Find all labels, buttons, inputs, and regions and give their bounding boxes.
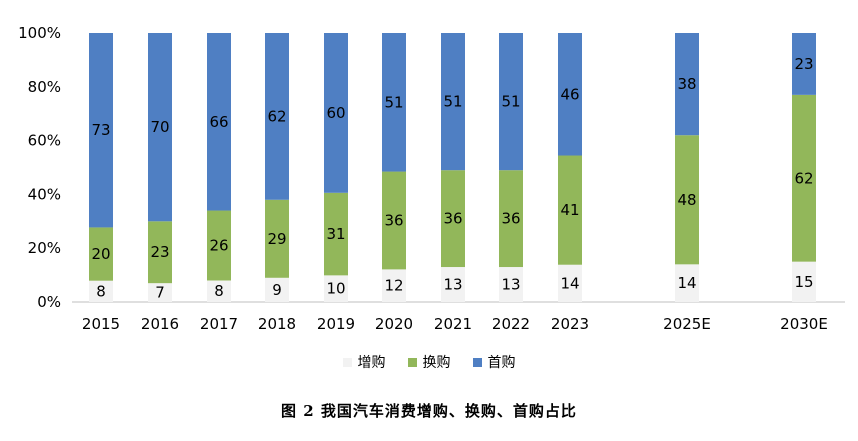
bar-segment	[207, 280, 231, 302]
x-tick-label: 2023	[551, 315, 589, 333]
stacked-bar-chart: 0% 20% 40% 60% 80% 100% 8 20 73 7 23 70 8 26 66 9 29 62 1…	[18, 24, 845, 333]
bar-segment	[499, 33, 523, 171]
data-label: 62	[267, 107, 286, 125]
bar-segment	[441, 170, 465, 268]
data-label: 36	[501, 210, 520, 228]
x-tick-label: 2018	[258, 315, 296, 333]
data-label: 10	[326, 280, 345, 298]
data-label: 13	[443, 276, 462, 294]
legend-item-0: 增购	[342, 352, 386, 372]
data-label: 20	[91, 245, 110, 263]
data-label: 12	[384, 277, 403, 295]
data-label: 51	[384, 93, 403, 111]
legend-swatch-2	[472, 357, 482, 367]
bar-segment	[675, 264, 699, 302]
data-label: 66	[209, 113, 228, 131]
x-tick-label: 2030E	[780, 315, 828, 333]
bar-segment	[441, 267, 465, 302]
y-tick-label: 80%	[28, 78, 61, 96]
bar-segment	[499, 267, 523, 302]
bar-segment	[148, 283, 172, 302]
bar-segment	[207, 210, 231, 281]
bar-segment	[792, 33, 816, 95]
data-label: 23	[794, 55, 813, 73]
bar-segment	[441, 33, 465, 171]
legend-swatch-1	[407, 357, 417, 367]
y-tick-labels: 0% 20% 40% 60% 80% 100%	[18, 24, 61, 311]
bar-segment	[675, 135, 699, 265]
bar-segment	[382, 171, 406, 270]
bar-segment	[148, 221, 172, 284]
legend: 增购 换购 首购	[0, 352, 858, 372]
bar-segment	[499, 170, 523, 268]
data-label: 8	[96, 282, 106, 300]
data-label: 26	[209, 237, 228, 255]
data-label: 31	[326, 225, 345, 243]
bar-segment	[558, 33, 582, 156]
x-tick-label: 2015	[82, 315, 120, 333]
data-label: 7	[155, 284, 165, 302]
data-label: 73	[91, 121, 110, 139]
bar-segment	[792, 94, 816, 262]
bar-segment	[265, 33, 289, 200]
bar-segment	[558, 264, 582, 302]
bar-segment	[207, 33, 231, 211]
data-label: 48	[677, 191, 696, 209]
data-label: 36	[443, 210, 462, 228]
bar-segment	[382, 33, 406, 172]
bar-segment	[324, 275, 348, 302]
y-tick-label: 20%	[28, 239, 61, 257]
bar-segment	[89, 227, 113, 281]
legend-item-2: 首购	[472, 352, 516, 372]
bar-segment	[324, 33, 348, 193]
y-tick-label: 100%	[18, 24, 61, 42]
bar-segment	[89, 33, 113, 228]
data-label: 36	[384, 211, 403, 229]
y-tick-label: 0%	[37, 293, 61, 311]
data-label: 29	[267, 230, 286, 248]
x-tick-labels: 2015 2016 2017 2018 2019 2020 2021 2022 2023 2025…	[82, 315, 828, 333]
data-label: 41	[560, 201, 579, 219]
data-label: 38	[677, 75, 696, 93]
x-tick-label: 2017	[200, 315, 238, 333]
legend-item-1: 换购	[407, 352, 451, 372]
x-tick-label: 2022	[492, 315, 530, 333]
bar-segment	[265, 277, 289, 302]
x-tick-label: 2019	[317, 315, 355, 333]
bars: 8 20 73 7 23 70 8 26 66 9 29 62 10 31 60 12 36 51 13 36 51 13…	[89, 33, 816, 302]
data-label: 8	[214, 282, 224, 300]
y-tick-label: 40%	[28, 185, 61, 203]
data-label: 14	[677, 274, 696, 292]
x-tick-label: 2021	[434, 315, 472, 333]
data-label: 15	[794, 273, 813, 291]
figure-caption: 图 2 我国汽车消费增购、换购、首购占比	[281, 402, 577, 420]
data-label: 23	[150, 243, 169, 261]
data-label: 60	[326, 104, 345, 122]
legend-swatch-0	[342, 357, 352, 367]
data-label: 13	[501, 276, 520, 294]
legend-label-0: 增购	[357, 355, 386, 371]
data-label: 51	[501, 93, 520, 111]
data-label: 14	[560, 274, 579, 292]
data-label: 51	[443, 93, 462, 111]
bar-segment	[558, 155, 582, 265]
bar-segment	[324, 192, 348, 276]
x-tick-label: 2020	[375, 315, 413, 333]
legend-label-2: 首购	[487, 355, 516, 371]
legend-label-1: 换购	[422, 355, 451, 371]
y-tick-label: 60%	[28, 132, 61, 150]
x-tick-label: 2016	[141, 315, 179, 333]
bar-segment	[792, 261, 816, 302]
bar-segment	[382, 269, 406, 302]
bar-segment	[265, 199, 289, 278]
bar-segment	[148, 33, 172, 222]
data-label: 70	[150, 118, 169, 136]
data-label: 46	[560, 85, 579, 103]
data-label: 9	[272, 281, 282, 299]
x-tick-label: 2025E	[663, 315, 711, 333]
data-label: 62	[794, 169, 813, 187]
bar-segment	[675, 33, 699, 136]
bar-segment	[89, 280, 113, 302]
